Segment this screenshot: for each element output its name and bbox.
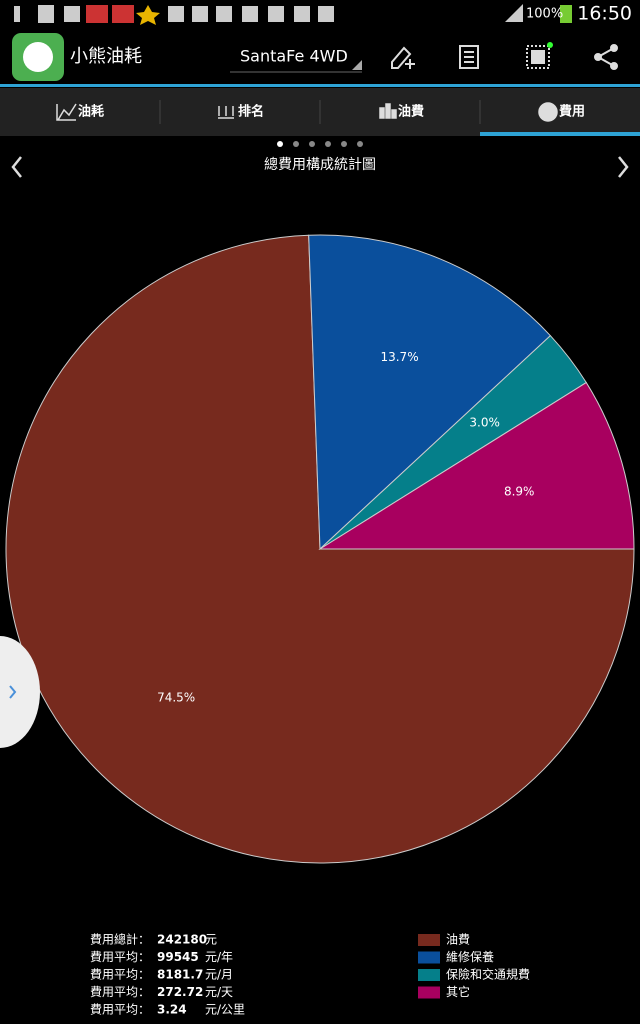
legend-label: 維修保養: [446, 949, 494, 964]
clock: 16:50: [577, 3, 632, 25]
slice-label: 74.5%: [157, 691, 195, 705]
pie-slice: [318, 381, 635, 550]
summary-label: 費用總計：: [90, 932, 150, 947]
legend-swatch: [418, 934, 440, 946]
summary-value: 272.72: [157, 985, 203, 999]
active-tab-indicator: [480, 132, 640, 136]
legend-label: 其它: [446, 984, 470, 999]
summary-unit: 元/天: [205, 985, 233, 999]
summary-value: 99545: [157, 950, 199, 964]
vehicle-selector[interactable]: SantaFe 4WD: [240, 47, 348, 66]
app-icon-face: [23, 42, 53, 72]
summary-unit: 元/公里: [205, 1003, 245, 1017]
chart-title: 總費用構成統計圖: [264, 156, 376, 173]
dropdown-arrow: [352, 60, 362, 70]
summary-label: 費用平均：: [90, 984, 150, 999]
pie-chart: 74.5% 13.7% 3.0% 8.9%: [5, 234, 635, 864]
slice-label: 8.9%: [504, 484, 535, 498]
side-drawer-handle[interactable]: [0, 636, 40, 748]
app-bar-divider: [0, 84, 640, 87]
legend-swatch: [418, 969, 440, 981]
notification-icons: [14, 4, 572, 25]
legend-swatch: [418, 951, 440, 964]
prev-arrow[interactable]: [11, 156, 22, 178]
legend-label: 保險和交通規費: [446, 967, 530, 982]
notification-dot: [547, 42, 553, 48]
battery-level: 100%: [526, 7, 563, 22]
summary-unit: 元/月: [205, 968, 233, 982]
legend-swatch: [418, 986, 440, 999]
tab[interactable]: 油耗: [78, 104, 104, 120]
page-dots: [277, 141, 363, 147]
tab[interactable]: 費用: [559, 104, 585, 120]
slice-label: 3.0%: [469, 416, 500, 430]
tab-icons: [56, 102, 558, 122]
summary-label: 費用平均：: [90, 967, 150, 982]
drawer-arrow: [9, 685, 17, 699]
tab-dividers: [159, 100, 481, 124]
legend-label: 油費: [446, 932, 470, 947]
action-icons[interactable]: [391, 44, 618, 70]
tab[interactable]: 排名: [238, 104, 264, 120]
slice-label: 13.7%: [380, 350, 418, 364]
pie-slice: [308, 234, 552, 551]
summary-label: 費用平均：: [90, 1002, 150, 1017]
summary-value: 8181.7: [157, 968, 203, 982]
summary-unit: 元/年: [205, 950, 233, 964]
app-title: 小熊油耗: [70, 46, 142, 67]
summary-unit: 元: [205, 933, 217, 947]
summary-value: 3.24: [157, 1003, 187, 1017]
summary-value: 242180: [157, 933, 207, 947]
next-arrow[interactable]: [618, 156, 629, 178]
summary-label: 費用平均：: [90, 949, 150, 964]
tab[interactable]: 油費: [398, 104, 424, 120]
